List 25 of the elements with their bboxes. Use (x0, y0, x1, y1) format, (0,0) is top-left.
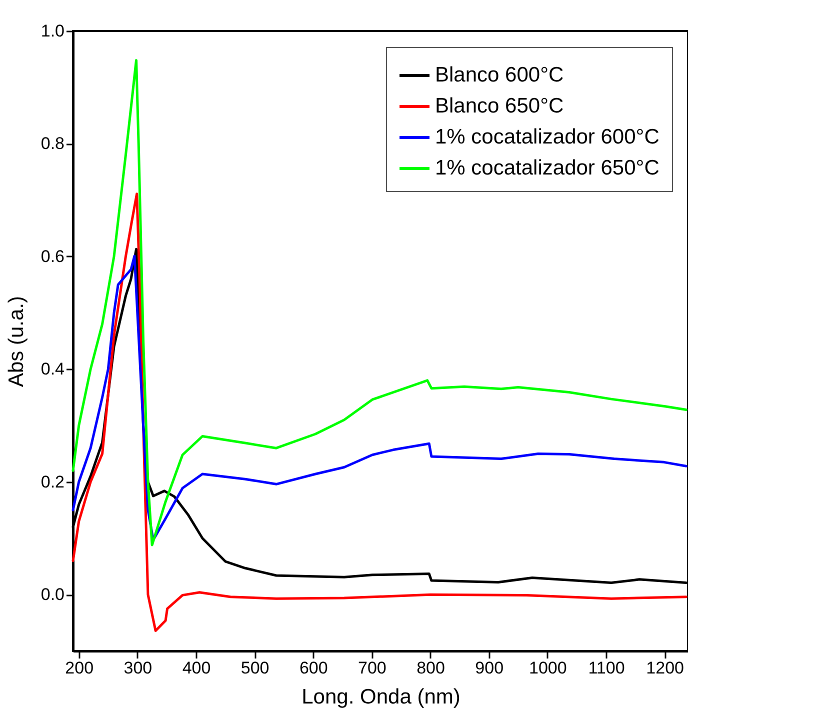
legend-label: Blanco 650°C (435, 94, 564, 118)
y-tick-label: 1.0 (40, 22, 64, 40)
x-tick-label: 600 (299, 658, 328, 678)
x-tick-label: 1100 (588, 658, 625, 678)
x-tick-label: 200 (65, 658, 94, 678)
y-tick-label: 0.0 (40, 585, 64, 604)
y-tick-label: 0.6 (40, 246, 64, 266)
x-tick-label: 1200 (646, 658, 684, 678)
x-axis-title: Long. Onda (nm) (302, 686, 460, 708)
legend-label: 1% cocatalizador 650°C (435, 156, 660, 180)
y-axis-title: Abs (u.a.) (4, 296, 28, 388)
line-series (72, 192, 688, 632)
x-tick-label: 800 (416, 658, 445, 678)
x-tick-label: 700 (358, 658, 386, 678)
y-tick-label: 0.2 (40, 472, 64, 492)
x-tick-label: 300 (124, 658, 152, 678)
legend-label: Blanco 600°C (435, 64, 564, 86)
x-tick-label: 1000 (529, 658, 567, 678)
line-series (72, 59, 688, 546)
y-tick-label: 0.8 (40, 134, 64, 154)
y-tick-label: 0.4 (40, 360, 64, 379)
x-tick-label: 500 (240, 658, 270, 678)
x-tick-label: 400 (182, 658, 211, 678)
x-tick-label: 900 (475, 658, 504, 678)
legend-label: 1% cocatalizador 600°C (435, 126, 660, 148)
